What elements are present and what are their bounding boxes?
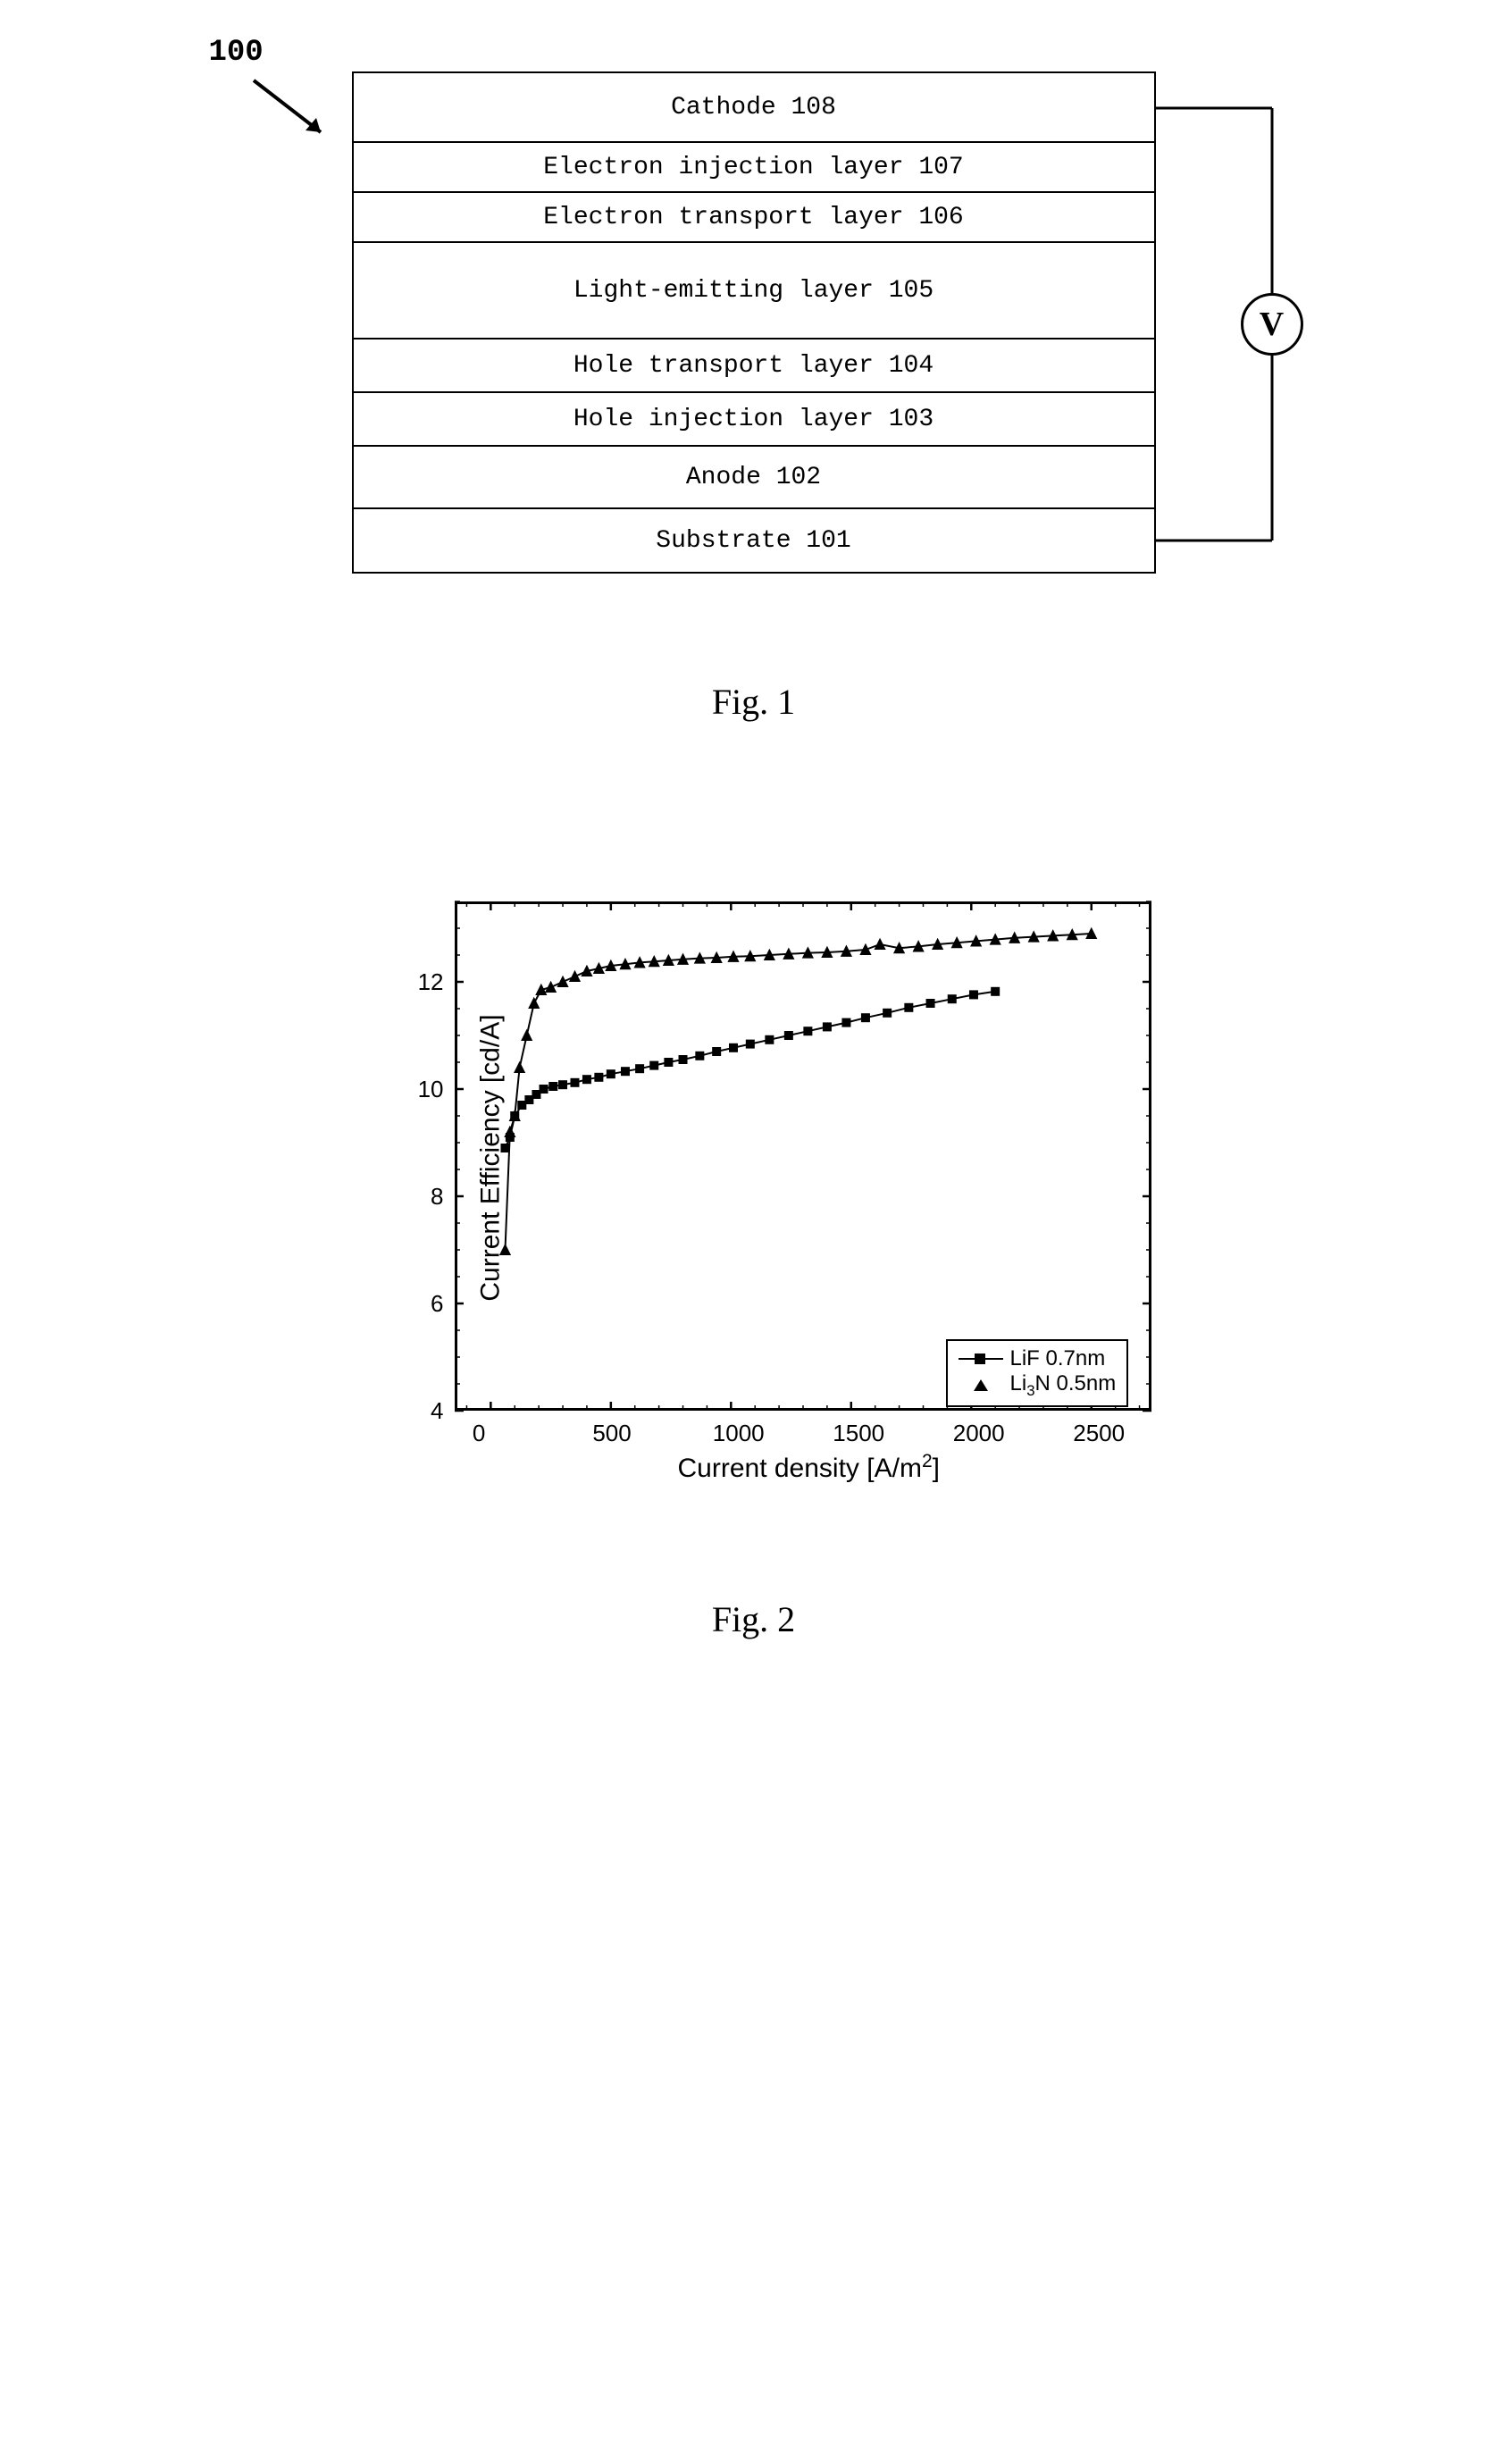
y-tick-label: 12 (399, 968, 444, 996)
reference-number: 100 (209, 36, 264, 70)
chart-area: Current Efficiency [cd/A] Current densit… (321, 884, 1187, 1491)
legend: LiF 0.7nmLi3N 0.5nm (946, 1339, 1129, 1407)
y-tick-label: 8 (399, 1183, 444, 1211)
legend-label: Li3N 0.5nm (1010, 1371, 1117, 1400)
x-tick-label: 2000 (953, 1420, 1005, 1447)
x-tick-label: 1500 (833, 1420, 884, 1447)
triangle-marker-icon (959, 1379, 1003, 1393)
layer-1: Electron injection layer 107 (354, 143, 1154, 193)
layer-0: Cathode 108 (354, 73, 1154, 143)
figure-1: 100 Cathode 108Electron injection layer … (263, 36, 1245, 723)
layer-6: Anode 102 (354, 447, 1154, 509)
layer-3: Light-emitting layer 105 (354, 243, 1154, 339)
legend-label: LiF 0.7nm (1010, 1346, 1106, 1371)
y-tick-label: 6 (399, 1290, 444, 1318)
x-tick-label: 1000 (713, 1420, 765, 1447)
figure-1-caption: Fig. 1 (263, 681, 1245, 723)
x-axis-label: Current density [A/m2] (678, 1451, 940, 1484)
y-tick-label: 4 (399, 1397, 444, 1425)
layer-2: Electron transport layer 106 (354, 193, 1154, 243)
layer-7: Substrate 101 (354, 509, 1154, 572)
x-tick-label: 0 (473, 1420, 485, 1447)
voltage-source: V (1241, 293, 1303, 356)
x-tick-label: 2500 (1073, 1420, 1125, 1447)
reference-arrow-icon (236, 71, 343, 161)
layer-5: Hole injection layer 103 (354, 393, 1154, 447)
x-tick-label: 500 (592, 1420, 631, 1447)
y-axis-label: Current Efficiency [cd/A] (475, 1014, 506, 1301)
square-marker-icon (959, 1352, 1003, 1366)
layer-4: Hole transport layer 104 (354, 339, 1154, 393)
legend-item: LiF 0.7nm (959, 1346, 1117, 1371)
voltage-label: V (1260, 305, 1284, 344)
figure-2-caption: Fig. 2 (307, 1598, 1201, 1640)
legend-item: Li3N 0.5nm (959, 1371, 1117, 1400)
layer-stack: Cathode 108Electron injection layer 107E… (352, 71, 1156, 574)
y-tick-label: 10 (399, 1076, 444, 1103)
figure-2: Current Efficiency [cd/A] Current densit… (307, 884, 1201, 1640)
